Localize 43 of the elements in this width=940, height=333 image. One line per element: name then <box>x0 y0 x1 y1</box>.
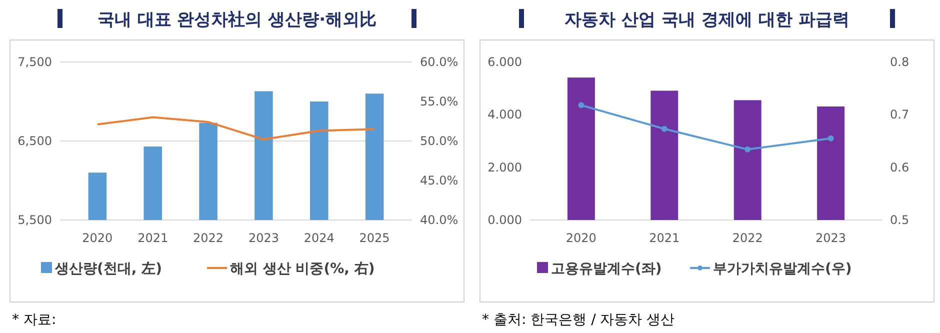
y-tick-label: 6.000 <box>488 55 522 69</box>
bar <box>817 106 845 220</box>
x-tick-label: 2021 <box>649 231 680 245</box>
y2-tick-label: 45.0% <box>420 174 458 188</box>
legend-label: 부가가치유발계수(우) <box>713 261 852 277</box>
legend-label: 생산량(천대, 左) <box>54 261 162 277</box>
y2-tick-label: 50.0% <box>420 134 458 148</box>
point <box>744 146 751 152</box>
x-tick-label: 2023 <box>248 231 279 245</box>
bar <box>567 78 595 220</box>
legend-label: 고용유발계수(좌) <box>551 261 662 277</box>
y2-tick-label: 0.8 <box>890 55 910 69</box>
point <box>661 126 668 132</box>
chart-title: 국내 대표 완성차社의 생산량·해외比 <box>97 10 377 30</box>
y-tick-label: 4.000 <box>488 108 522 122</box>
y2-tick-label: 0.5 <box>890 213 910 227</box>
y-tick-label: 0.000 <box>488 213 522 227</box>
line-series <box>96 116 376 140</box>
x-tick-label: 2022 <box>732 231 763 245</box>
bar <box>650 90 678 220</box>
y2-tick-label: 0.6 <box>890 160 910 174</box>
x-tick-label: 2024 <box>304 231 334 245</box>
legend-label: 해외 생산 비중(%, 右) <box>230 261 375 277</box>
text: * 자료: <box>12 312 56 328</box>
y2-tick-label: 0.7 <box>890 108 910 122</box>
y2-tick-label: 40.0% <box>420 213 458 227</box>
x-tick-label: 2020 <box>566 231 596 245</box>
y2-tick-label: 55.0% <box>420 94 458 108</box>
point <box>578 102 584 108</box>
text: * 출처: 한국은행 / 자동차 생산 <box>482 312 675 328</box>
point <box>828 135 834 142</box>
y-tick-label: 7,500 <box>18 55 52 69</box>
chart-title: 자동차 산업 국내 경제에 대한 파급력 <box>564 10 850 30</box>
x-tick-label: 2023 <box>816 231 846 245</box>
bar <box>734 100 762 220</box>
y2-tick-label: 60.0% <box>420 55 458 69</box>
x-tick-label: 2025 <box>359 231 390 245</box>
x-tick-label: 2022 <box>193 231 224 245</box>
x-tick-label: 2020 <box>82 231 113 245</box>
y-tick-label: 5,500 <box>18 213 52 227</box>
y-tick-label: 2.000 <box>488 160 522 174</box>
x-tick-label: 2021 <box>138 231 168 245</box>
y-tick-label: 6,500 <box>18 134 52 148</box>
